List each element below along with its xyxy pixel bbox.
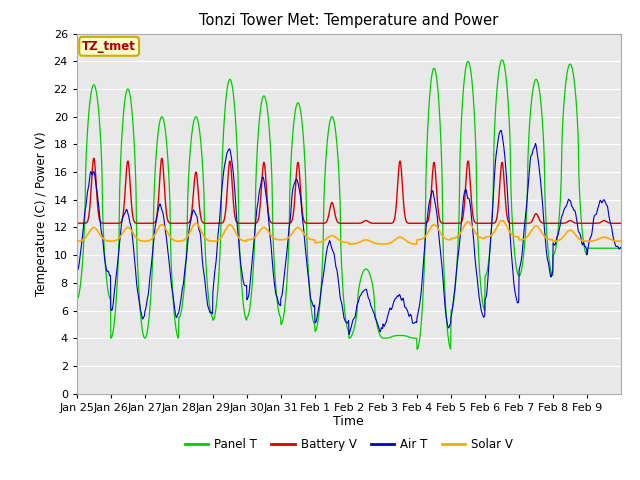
Solar V — [345, 241, 353, 247]
Air T — [345, 332, 353, 337]
Battery V — [345, 220, 353, 226]
Air T — [477, 307, 485, 313]
Battery V — [158, 156, 166, 162]
Solar V — [498, 217, 506, 223]
Solar V — [158, 222, 166, 228]
Air T — [617, 244, 625, 250]
Line: Air T: Air T — [77, 131, 621, 335]
Air T — [557, 216, 565, 221]
Battery V — [73, 220, 81, 226]
Panel T — [158, 114, 166, 120]
Solar V — [477, 235, 485, 241]
Battery V — [557, 220, 565, 226]
Battery V — [90, 156, 98, 161]
Solar V — [557, 236, 565, 242]
Air T — [497, 128, 505, 133]
Panel T — [413, 347, 421, 352]
Panel T — [324, 131, 332, 136]
Panel T — [335, 161, 342, 167]
Air T — [73, 268, 81, 274]
Panel T — [73, 297, 81, 302]
Panel T — [557, 175, 565, 181]
Air T — [158, 207, 166, 213]
Battery V — [335, 220, 342, 226]
Line: Panel T: Panel T — [77, 60, 621, 349]
Line: Battery V: Battery V — [77, 158, 621, 223]
Solar V — [324, 235, 332, 240]
X-axis label: Time: Time — [333, 415, 364, 429]
Legend: Panel T, Battery V, Air T, Solar V: Panel T, Battery V, Air T, Solar V — [180, 433, 518, 456]
Line: Solar V: Solar V — [77, 220, 621, 244]
Air T — [335, 277, 342, 283]
Solar V — [617, 239, 625, 244]
Panel T — [477, 288, 485, 294]
Panel T — [498, 57, 506, 63]
Solar V — [611, 238, 618, 244]
Battery V — [617, 220, 625, 226]
Y-axis label: Temperature (C) / Power (V): Temperature (C) / Power (V) — [35, 132, 48, 296]
Panel T — [611, 245, 618, 251]
Solar V — [73, 239, 81, 244]
Air T — [324, 242, 332, 248]
Panel T — [617, 245, 625, 251]
Battery V — [324, 214, 332, 219]
Battery V — [477, 220, 485, 226]
Solar V — [335, 237, 342, 242]
Title: Tonzi Tower Met: Temperature and Power: Tonzi Tower Met: Temperature and Power — [199, 13, 499, 28]
Text: TZ_tmet: TZ_tmet — [82, 40, 136, 53]
Battery V — [611, 220, 618, 226]
Air T — [611, 239, 618, 245]
